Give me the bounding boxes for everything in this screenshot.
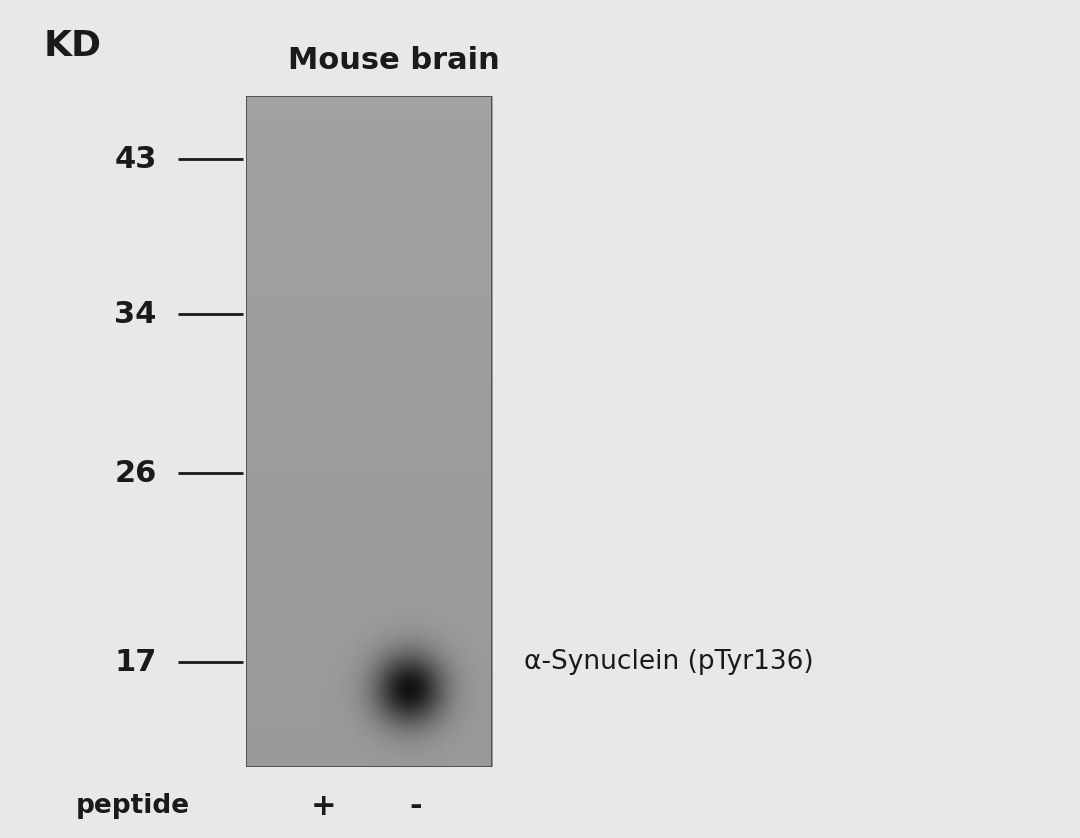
Text: 34: 34 <box>114 300 157 328</box>
Text: KD: KD <box>43 29 102 64</box>
Text: peptide: peptide <box>76 793 190 820</box>
Text: α-Synuclein (pTyr136): α-Synuclein (pTyr136) <box>524 649 813 675</box>
Text: 26: 26 <box>114 459 157 488</box>
Text: -: - <box>409 792 422 820</box>
Text: +: + <box>311 792 337 820</box>
Text: 17: 17 <box>114 648 157 676</box>
Text: 43: 43 <box>114 145 157 173</box>
Text: Mouse brain: Mouse brain <box>288 46 500 75</box>
